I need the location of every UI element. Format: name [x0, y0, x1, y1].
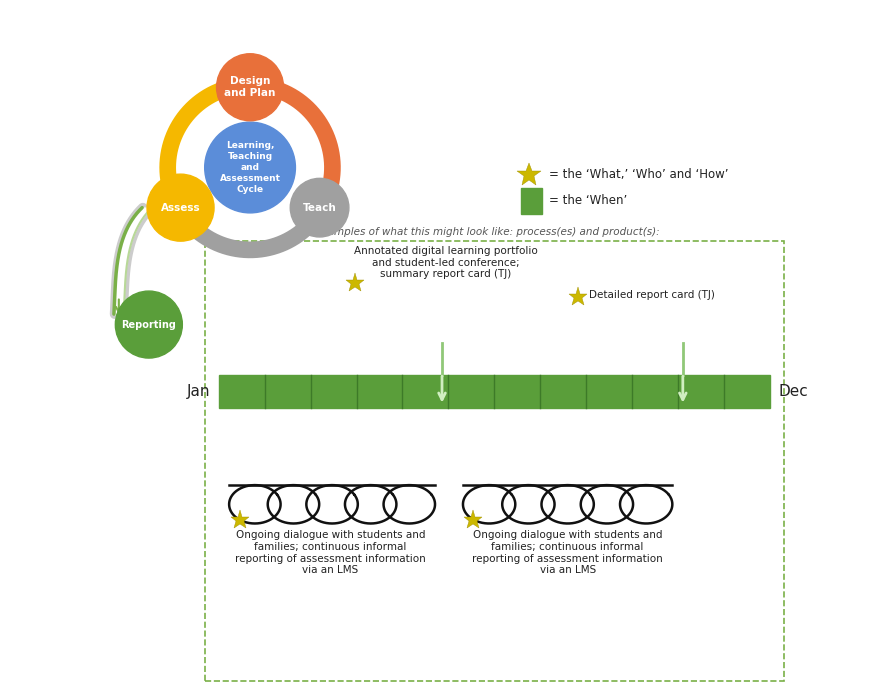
Text: Annotated digital learning portfolio
and student-led conference;
summary report : Annotated digital learning portfolio and…	[354, 246, 537, 279]
Text: = the ‘What,’ ‘Who’ and ‘How’: = the ‘What,’ ‘Who’ and ‘How’	[549, 168, 728, 181]
Text: Dec: Dec	[779, 384, 808, 399]
Circle shape	[115, 291, 183, 358]
Bar	[521, 188, 542, 214]
Text: = the ‘When’: = the ‘When’	[549, 194, 627, 207]
Circle shape	[147, 174, 214, 242]
Text: Learning,
Teaching
and
Assessment
Cycle: Learning, Teaching and Assessment Cycle	[219, 141, 281, 194]
Circle shape	[217, 54, 283, 121]
Bar	[205, 241, 784, 681]
Text: Examples of what this might look like: process(es) and product(s):: Examples of what this might look like: p…	[315, 228, 659, 237]
Circle shape	[205, 122, 296, 213]
Text: Design
and Plan: Design and Plan	[225, 77, 275, 98]
Circle shape	[290, 178, 349, 237]
Text: Assess: Assess	[160, 202, 200, 213]
Text: Reporting: Reporting	[121, 320, 176, 329]
Text: Teach: Teach	[303, 202, 337, 213]
Text: Detailed report card (TJ): Detailed report card (TJ)	[589, 290, 715, 300]
Text: Ongoing dialogue with students and
families; continuous informal
reporting of as: Ongoing dialogue with students and famil…	[472, 530, 663, 575]
Text: Ongoing dialogue with students and
families; continuous informal
reporting of as: Ongoing dialogue with students and famil…	[235, 530, 426, 575]
Bar	[218, 375, 770, 408]
Text: Jan: Jan	[187, 384, 210, 399]
